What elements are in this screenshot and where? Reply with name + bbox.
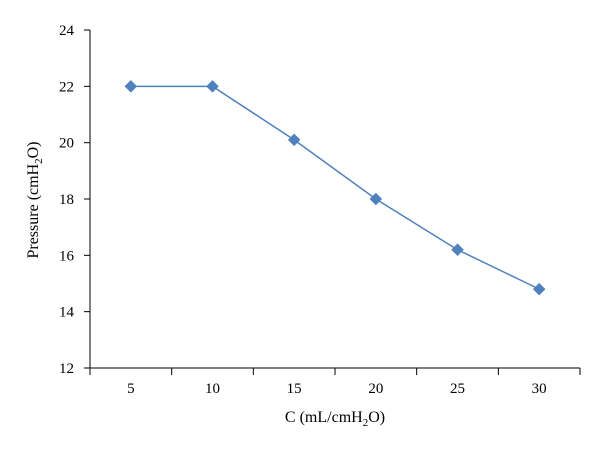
x-tick-label: 15 [287,381,302,397]
data-point-marker [206,79,219,93]
y-tick-label: 22 [59,79,74,95]
y-tick-label: 18 [59,192,74,208]
x-tick-label: 30 [532,381,547,397]
axes [89,30,580,369]
y-tick-label: 24 [59,23,75,39]
x-tick-label: 25 [450,381,465,397]
data-point-marker [124,79,138,93]
x-ticks: 5 10 15 20 25 30 [89,368,581,397]
series-line [130,85,540,290]
data-point-marker [451,243,464,257]
y-ticks: 12 14 16 18 20 22 24 [59,23,90,377]
y-axis-title: Pressure (cmH2O) [25,141,45,258]
y-tick-label: 12 [59,361,74,377]
x-axis-title: C (mL/cmH2O) [285,409,385,429]
series-group [124,79,546,296]
y-tick-label: 16 [59,248,75,264]
x-tick-label: 10 [205,381,220,397]
y-tick-label: 14 [59,305,75,321]
y-tick-label: 20 [59,136,74,152]
x-tick-label: 5 [127,381,135,397]
data-point-marker [532,282,546,296]
x-tick-label: 20 [368,381,383,397]
data-point-marker [369,192,383,206]
data-point-marker [287,133,301,147]
